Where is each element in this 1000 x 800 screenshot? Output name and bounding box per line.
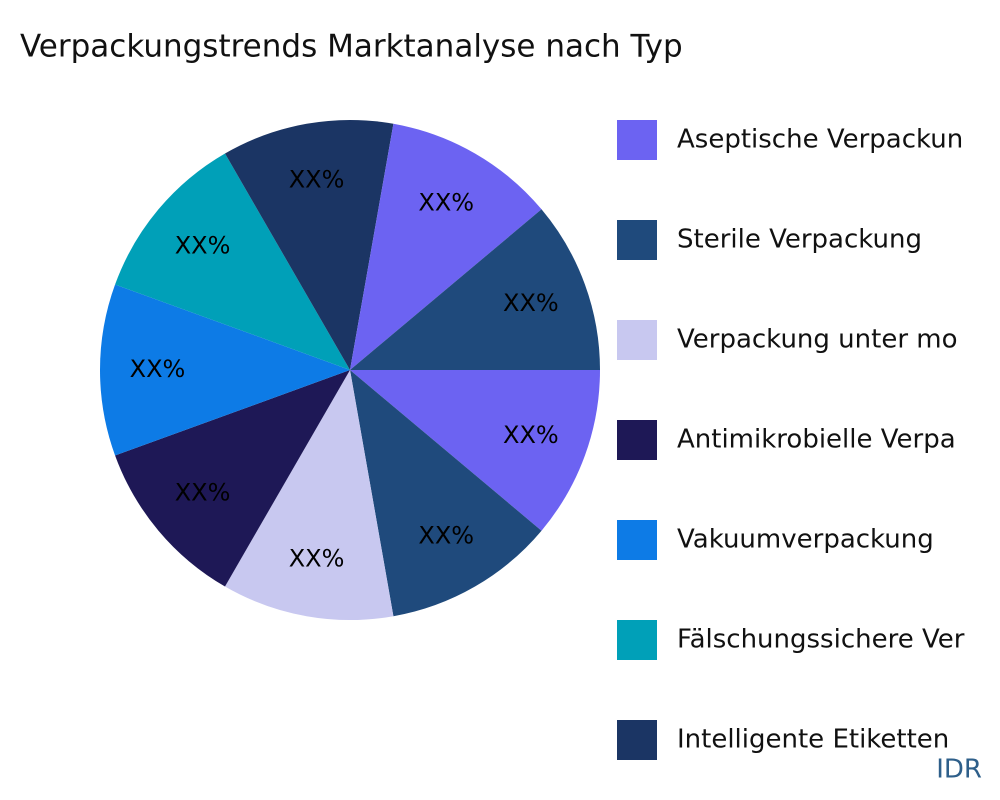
- legend-label: Sterile Verpackung: [677, 225, 922, 255]
- pie-slice: [350, 370, 542, 617]
- slice-label: XX%: [418, 522, 474, 550]
- pie-slice: [225, 120, 394, 371]
- slice-label: XX%: [175, 231, 231, 259]
- legend-label: Antimikrobielle Verpa: [677, 425, 956, 455]
- watermark: IDR: [936, 755, 982, 785]
- legend-label: Intelligente Etiketten: [677, 725, 949, 755]
- pie-slice: [99, 284, 350, 456]
- slice-label: XX%: [130, 355, 186, 383]
- slice-label: XX%: [175, 479, 231, 507]
- slice-label: XX%: [503, 289, 559, 317]
- legend-swatch: [617, 520, 657, 560]
- legend-label: Vakuumverpackung: [677, 525, 934, 555]
- slice-label: XX%: [289, 545, 345, 573]
- pie-slice: [115, 370, 350, 587]
- legend-swatch: [617, 720, 657, 760]
- chart-title: Verpackungstrends Marktanalyse nach Typ: [20, 29, 683, 65]
- legend-swatch: [617, 620, 657, 660]
- legend-label: Aseptische Verpackun: [677, 125, 963, 155]
- legend-label: Verpackung unter mo: [677, 325, 958, 355]
- pie-slice: [225, 370, 394, 621]
- legend-label: Fälschungssichere Ver: [677, 625, 965, 655]
- legend-swatch: [617, 420, 657, 460]
- legend-swatch: [617, 120, 657, 160]
- pie-slice: [350, 123, 542, 370]
- slice-label: XX%: [503, 421, 559, 449]
- pie-slice: [115, 153, 350, 370]
- slice-label: XX%: [418, 188, 474, 216]
- slice-label: XX%: [289, 165, 345, 193]
- pie-slice: [350, 209, 600, 370]
- pie-slice: [350, 370, 600, 531]
- legend-swatch: [617, 220, 657, 260]
- legend-swatch: [617, 320, 657, 360]
